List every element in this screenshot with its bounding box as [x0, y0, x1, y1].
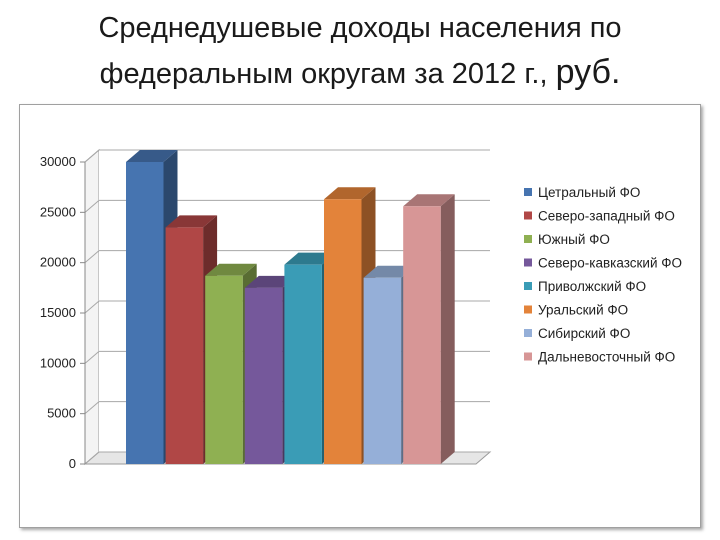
bar-front	[403, 206, 441, 464]
y-tick-label: 10000	[40, 355, 76, 370]
bar-front	[244, 287, 283, 464]
legend-swatch	[524, 329, 532, 337]
y-tick-label: 0	[69, 456, 76, 471]
legend-label: Приволжский ФО	[538, 279, 646, 294]
bar-front	[284, 264, 322, 464]
chart-legend: Цетральный ФО Северо-западный ФО Южный ФО С…	[524, 185, 682, 365]
legend-label: Цетральный ФО	[538, 185, 640, 200]
legend-swatch	[524, 305, 532, 314]
legend-swatch	[524, 235, 532, 243]
bar-front	[205, 275, 243, 464]
bar-side	[440, 194, 455, 464]
bar-top	[363, 265, 416, 278]
bar-top	[324, 187, 376, 200]
chart-bars	[126, 150, 455, 464]
gridline	[84, 149, 490, 163]
legend-swatch	[524, 211, 532, 220]
y-tick-label: 25000	[40, 204, 76, 219]
legend-label: Сибирский ФО	[538, 326, 630, 341]
bar-front	[324, 199, 362, 464]
bar	[403, 194, 455, 464]
title-line-2: федеральным округам за 2012 г., руб.	[0, 50, 720, 96]
bar-top	[165, 215, 218, 228]
slide-title: Среднедушевые доходы населения по федера…	[0, 6, 720, 96]
bar-top	[244, 275, 297, 288]
y-tick-label: 20000	[40, 255, 76, 270]
legend-label: Южный ФО	[538, 232, 610, 247]
legend-label: Дальневосточный ФО	[538, 350, 675, 365]
y-axis-ticks: 0 5000 10000 15000 20000 25000 30000	[40, 154, 76, 471]
bar-top	[403, 194, 455, 207]
legend-swatch	[524, 352, 532, 361]
legend-label: Уральский ФО	[538, 303, 628, 318]
bar-top	[205, 263, 257, 276]
y-tick-label: 5000	[47, 406, 76, 421]
title-line-1: Среднедушевые доходы населения по	[98, 12, 622, 44]
title-line-2-main: федеральным округам за 2012 г.,	[99, 58, 548, 90]
legend-label: Северо-кавказский ФО	[538, 256, 682, 271]
legend-label: Северо-западный ФО	[538, 209, 675, 224]
bar-front	[165, 227, 204, 464]
bar-front	[126, 162, 164, 464]
legend-swatch	[524, 258, 532, 267]
title-unit: руб.	[555, 53, 621, 91]
legend-swatch	[524, 188, 532, 196]
bar-front	[363, 277, 402, 464]
y-tick-label: 30000	[40, 154, 76, 169]
y-tick-label: 15000	[40, 305, 76, 320]
bar-top	[284, 252, 336, 265]
bar-top	[126, 150, 178, 162]
legend-swatch	[524, 282, 532, 290]
